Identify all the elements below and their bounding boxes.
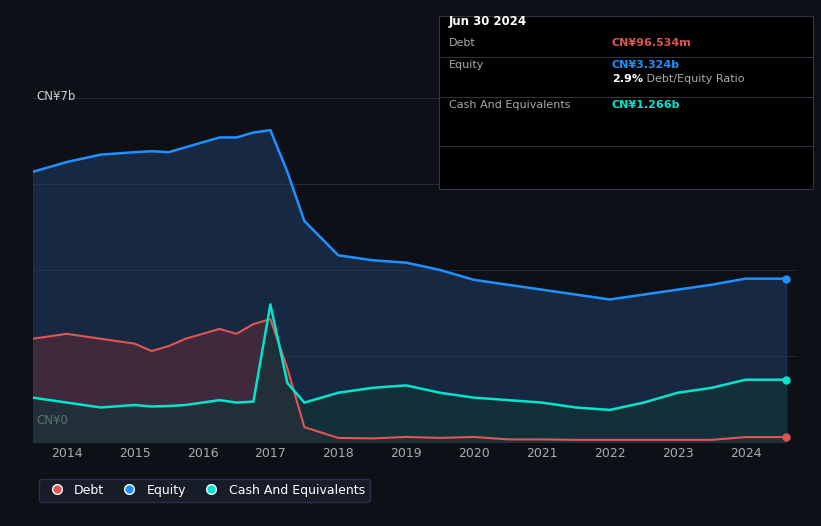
Text: CN¥7b: CN¥7b bbox=[37, 90, 76, 103]
Text: 2.9%: 2.9% bbox=[612, 74, 643, 84]
Text: CN¥1.266b: CN¥1.266b bbox=[612, 100, 680, 110]
Text: Cash And Equivalents: Cash And Equivalents bbox=[449, 100, 571, 110]
Text: Equity: Equity bbox=[449, 60, 484, 70]
Text: CN¥96.534m: CN¥96.534m bbox=[612, 38, 691, 48]
Text: CN¥0: CN¥0 bbox=[37, 414, 68, 427]
Text: Jun 30 2024: Jun 30 2024 bbox=[449, 15, 527, 28]
Text: CN¥3.324b: CN¥3.324b bbox=[612, 60, 680, 70]
Text: Debt: Debt bbox=[449, 38, 476, 48]
Legend: Debt, Equity, Cash And Equivalents: Debt, Equity, Cash And Equivalents bbox=[39, 479, 369, 502]
Text: Debt/Equity Ratio: Debt/Equity Ratio bbox=[643, 74, 745, 84]
